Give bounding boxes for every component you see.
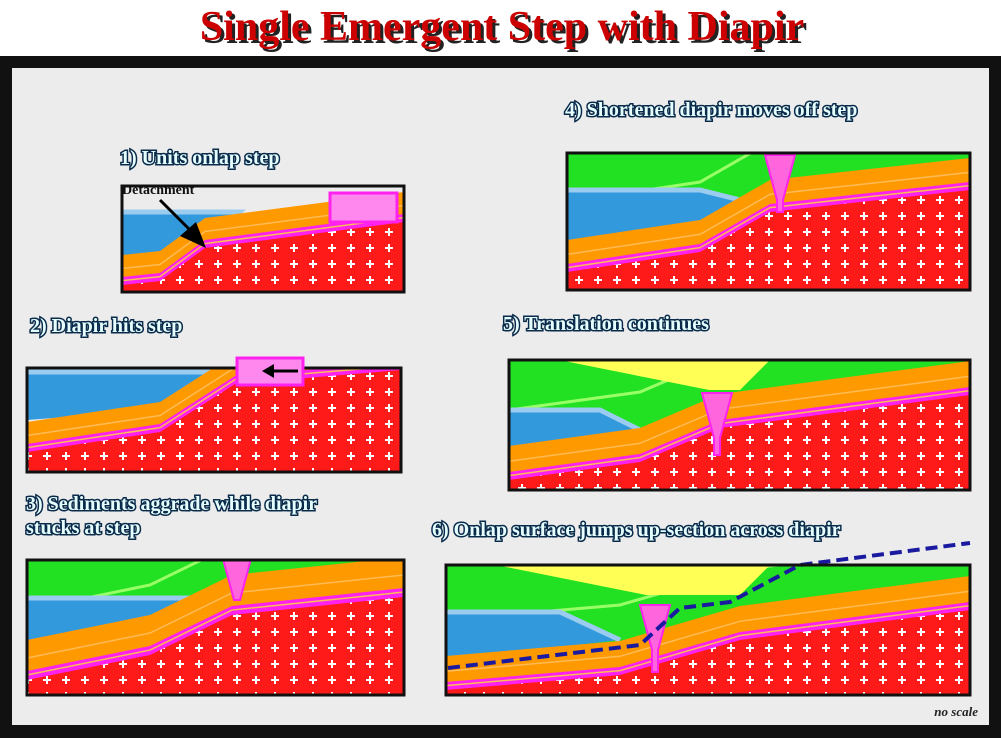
blue-line: [446, 609, 622, 643]
layer-line: [446, 590, 970, 673]
blue-basin: [446, 612, 620, 660]
section: [444, 541, 972, 697]
layer-line: [446, 604, 970, 687]
arrowhead: [180, 222, 206, 248]
section-body: [27, 368, 401, 472]
detachment-label: Detachment: [122, 183, 195, 198]
section-border: [444, 563, 972, 697]
section-body: [27, 560, 404, 695]
basement: [27, 597, 404, 695]
layer-line: [509, 389, 970, 477]
diapir-box: [328, 191, 399, 224]
panel-label: 5) Translation continues: [503, 313, 709, 335]
title-shadow: Single Emergent Step with Diapir: [203, 7, 807, 53]
section-body: [509, 360, 970, 490]
onlap-surface: [447, 541, 971, 670]
panel-label: 6) Onlap surface jumps up-section across…: [432, 519, 841, 541]
panel-label: 1) Units onlap step: [120, 147, 279, 169]
layer-line: [27, 368, 238, 437]
basement: [27, 370, 401, 472]
diapir: [700, 392, 734, 456]
layer-line: [27, 368, 382, 449]
layer-line: [567, 171, 970, 256]
layer-line: [122, 204, 404, 270]
scale-note: no scale: [934, 704, 978, 719]
section: [565, 151, 972, 292]
basement: [446, 610, 970, 695]
section-border: [507, 358, 972, 492]
yellow-layer: [496, 565, 770, 595]
panel-label: 3) Sediments aggrade while diapir: [26, 493, 317, 515]
detachment-arrow: [158, 198, 194, 234]
section-border: [565, 151, 972, 292]
basement: [509, 395, 970, 490]
panel-label: stucks at step: [26, 517, 140, 539]
diapir: [222, 560, 252, 601]
title: Single Emergent Step with Diapir: [200, 4, 804, 50]
layer-line: [27, 591, 404, 676]
section-border: [25, 558, 406, 697]
layer-line: [567, 184, 970, 269]
layer-line: [122, 216, 404, 282]
basement: [567, 190, 970, 290]
diapir: [763, 154, 797, 213]
yellow-layer: [559, 360, 770, 390]
section: [507, 358, 972, 492]
basement: [122, 222, 404, 292]
section-border: [120, 184, 406, 294]
section-border: [25, 366, 403, 474]
panel-label: 4) Shortened diapir moves off step: [565, 99, 857, 121]
layer-line: [27, 574, 404, 659]
panel-label: 2) Diapir hits step: [30, 315, 182, 337]
section-body: [567, 153, 970, 290]
blue-basin: [27, 372, 232, 420]
arrowhead: [262, 364, 274, 378]
section: [25, 558, 406, 697]
layer-line: [509, 375, 970, 463]
sections: 1) Units onlap step 2) Diapir hits step 3)…: [25, 98, 972, 697]
section: [25, 366, 403, 474]
